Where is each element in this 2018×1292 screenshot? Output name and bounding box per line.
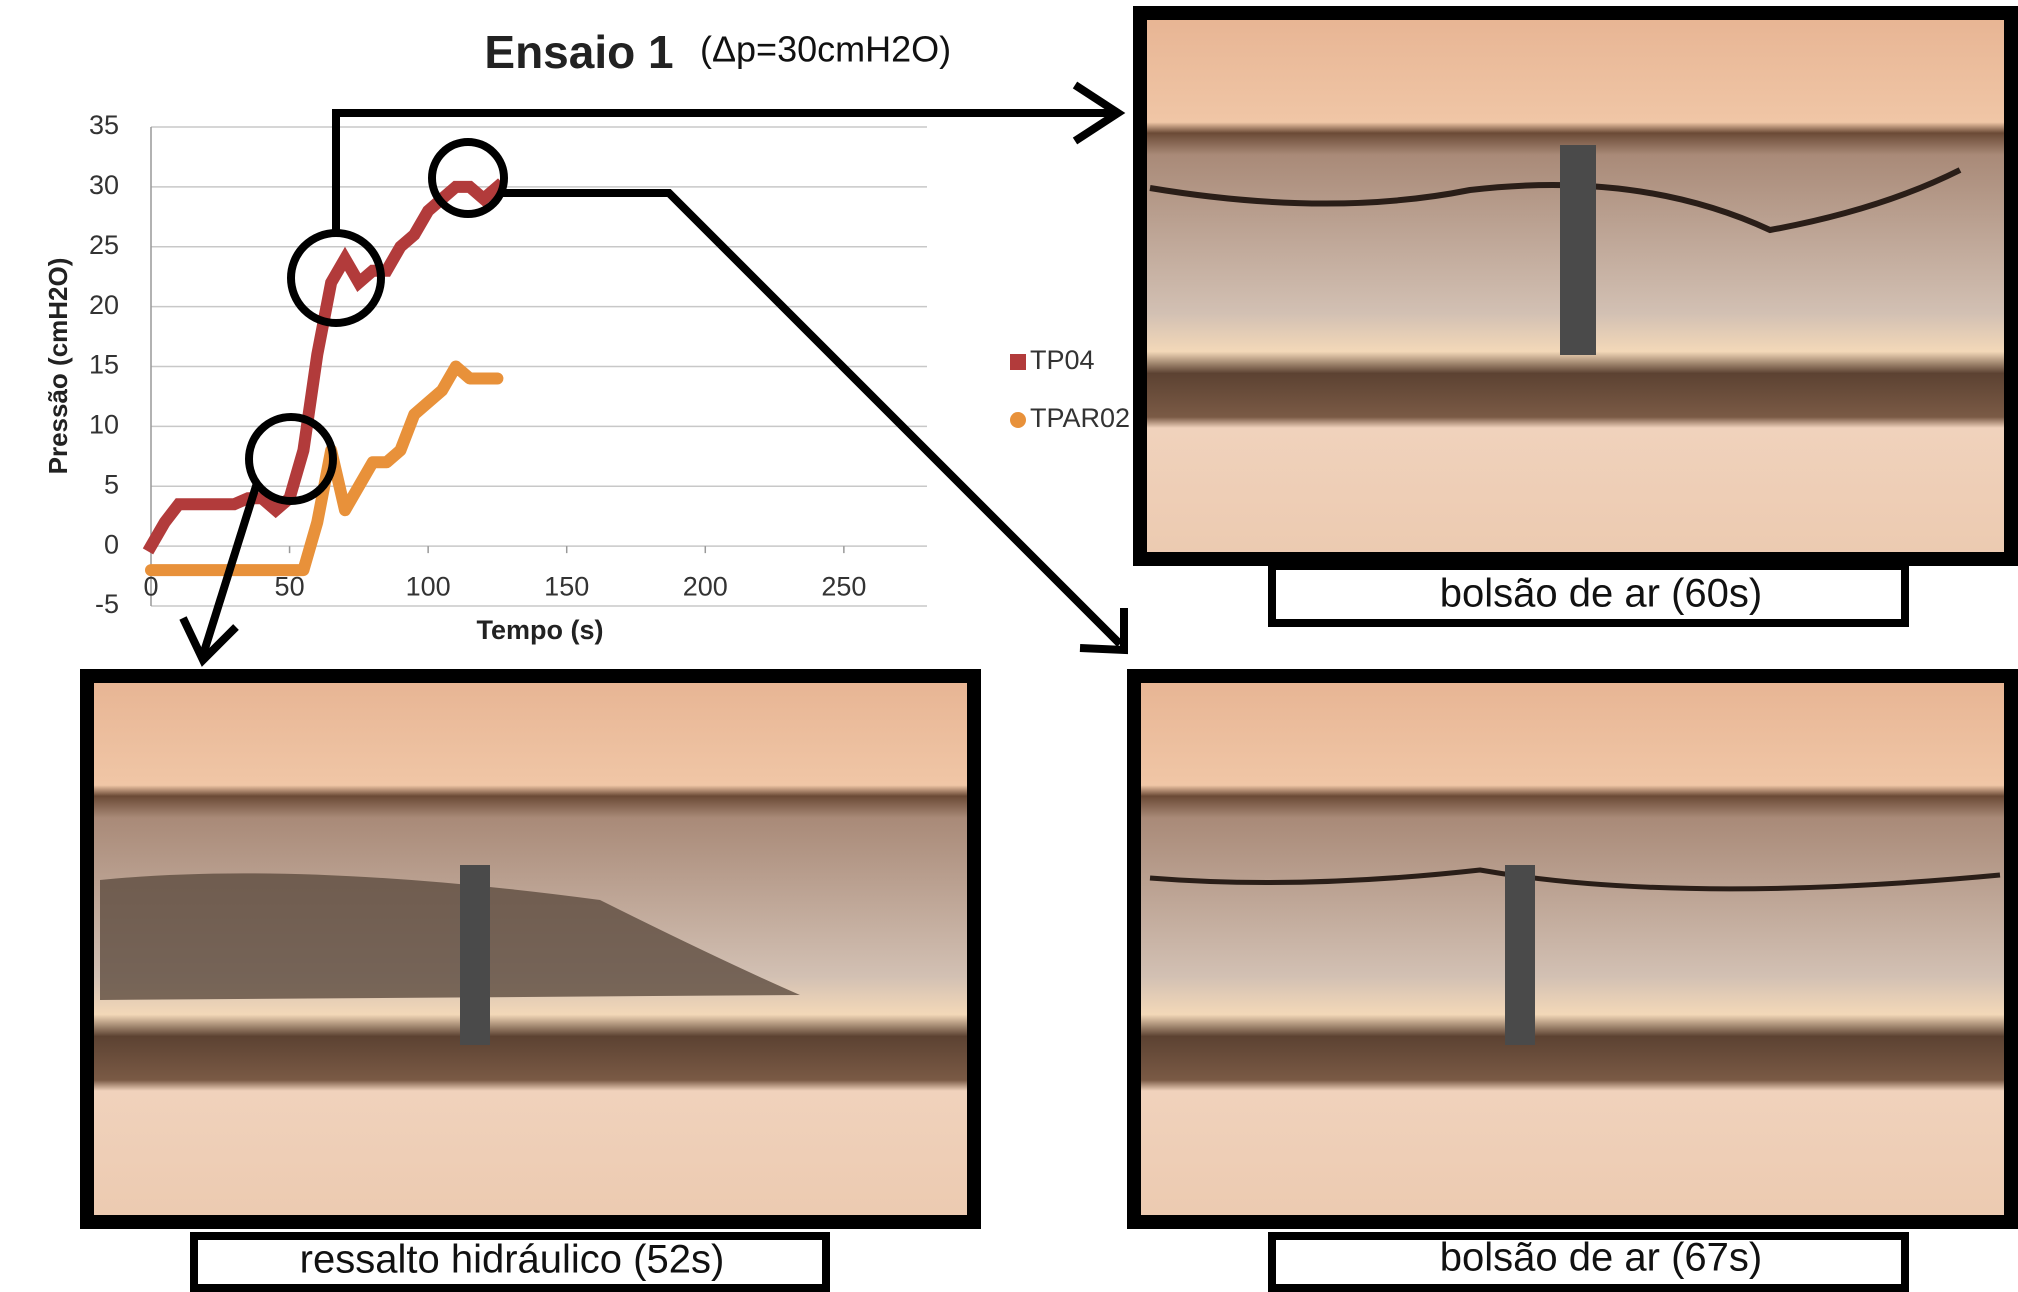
y-axis-label: Pressão (cmH2O) bbox=[43, 258, 73, 475]
y-tick-label: 20 bbox=[89, 290, 119, 320]
y-tick-label: 15 bbox=[89, 350, 119, 380]
caption: bolsão de ar (60s) bbox=[1440, 572, 1762, 616]
series-line bbox=[151, 367, 497, 571]
photo-60s bbox=[1140, 13, 2011, 559]
annotations bbox=[183, 85, 1124, 660]
x-axis-label: Tempo (s) bbox=[477, 615, 604, 645]
y-tick-label: 25 bbox=[89, 230, 119, 260]
y-tick-label: 10 bbox=[89, 410, 119, 440]
caption: bolsão de ar (67s) bbox=[1440, 1236, 1762, 1280]
y-tick-label: 5 bbox=[104, 469, 119, 499]
page: bolsão de ar (60s) ressalto hidráulico (… bbox=[0, 0, 2018, 1292]
legend-marker bbox=[1010, 412, 1026, 428]
legend-label: TPAR02 bbox=[1030, 403, 1130, 433]
legend-marker bbox=[1010, 354, 1026, 370]
y-tick-label: -5 bbox=[95, 589, 119, 619]
photo-52s bbox=[87, 676, 974, 1222]
x-tick-label: 100 bbox=[406, 571, 451, 601]
caption: ressalto hidráulico (52s) bbox=[300, 1238, 725, 1282]
x-tick-label: 250 bbox=[821, 571, 866, 601]
x-tick-label: 150 bbox=[544, 571, 589, 601]
chart-subtitle: (Δp=30cmH2O) bbox=[700, 29, 951, 70]
y-tick-label: 35 bbox=[89, 110, 119, 140]
x-tick-label: 200 bbox=[683, 571, 728, 601]
y-tick-label: 0 bbox=[104, 529, 119, 559]
legend-label: TP04 bbox=[1030, 345, 1095, 375]
y-tick-label: 30 bbox=[89, 170, 119, 200]
chart-title: Ensaio 1 bbox=[484, 26, 673, 78]
photo-67s bbox=[1134, 676, 2011, 1222]
figure: bolsão de ar (60s) ressalto hidráulico (… bbox=[0, 0, 2018, 1292]
